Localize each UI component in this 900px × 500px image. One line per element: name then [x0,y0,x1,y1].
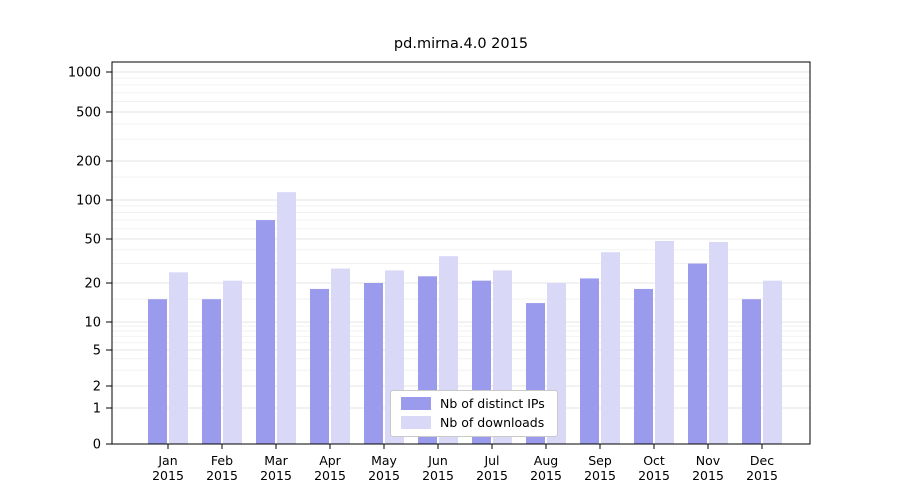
chart-title: pd.mirna.4.0 2015 [393,36,529,52]
y-tick-label: 2 [93,380,101,395]
y-tick-label: 50 [84,233,101,248]
bar-downloads-oct [655,240,674,444]
legend-swatch-downloads [401,416,431,429]
bar-distinct-ips-feb [202,299,221,444]
x-tick-label-month: Dec [750,453,774,468]
bar-distinct-ips-oct [634,288,653,444]
x-tick-label-year: 2015 [476,468,508,483]
x-tick-label-month: Nov [696,453,721,468]
bar-downloads-apr [331,268,350,444]
y-tick-label: 200 [76,155,101,170]
legend: Nb of distinct IPs Nb of downloads [390,390,558,437]
bar-distinct-ips-sep [580,278,599,444]
x-tick-label-year: 2015 [368,468,400,483]
x-tick-label-year: 2015 [260,468,292,483]
bar-downloads-jan [169,272,188,444]
x-tick-label-month: Feb [211,453,233,468]
x-tick-label-month: May [371,453,397,468]
bar-downloads-mar [277,192,296,444]
x-tick-label-year: 2015 [584,468,616,483]
x-tick-label-year: 2015 [422,468,454,483]
x-tick-label-year: 2015 [152,468,184,483]
legend-item-distinct-ips: Nb of distinct IPs [401,396,545,411]
x-tick-label-month: Aug [534,453,558,468]
x-tick-label-month: Jan [157,453,177,468]
x-tick-label-year: 2015 [530,468,562,483]
y-tick-label: 20 [84,277,101,292]
x-tick-label-year: 2015 [692,468,724,483]
x-tick-label-month: Mar [264,453,288,468]
y-tick-label: 0 [93,438,101,453]
bar-distinct-ips-may [364,283,383,444]
plot-frame [111,61,811,445]
y-tick-label: 10 [84,316,101,331]
x-tick-label-month: Jul [483,453,499,468]
x-tick-label-year: 2015 [638,468,670,483]
x-tick-label-month: Apr [319,453,341,468]
legend-label-distinct-ips: Nb of distinct IPs [440,396,545,411]
y-tick-label: 5 [93,344,101,359]
bar-distinct-ips-dec [742,299,761,444]
bar-downloads-feb [223,280,242,444]
x-tick-label-month: Jun [427,453,448,468]
x-tick-label-year: 2015 [746,468,778,483]
y-tick-label: 100 [76,194,101,209]
bar-downloads-sep [601,252,620,444]
x-tick-label-month: Sep [588,453,612,468]
x-tick-label-month: Oct [643,453,665,468]
x-tick-label-year: 2015 [206,468,238,483]
y-tick-label: 1 [93,402,101,417]
x-tick-label-year: 2015 [314,468,346,483]
legend-swatch-distinct-ips [401,397,431,410]
legend-label-downloads: Nb of downloads [440,415,545,430]
bar-distinct-ips-apr [310,288,329,444]
legend-item-downloads: Nb of downloads [401,415,545,430]
y-tick-label: 500 [76,106,101,121]
y-tick-label: 1000 [68,66,101,81]
bar-distinct-ips-jan [148,299,167,444]
bar-distinct-ips-nov [688,263,707,444]
bar-downloads-nov [709,241,728,444]
bar-downloads-dec [763,280,782,444]
bar-distinct-ips-mar [256,220,275,444]
